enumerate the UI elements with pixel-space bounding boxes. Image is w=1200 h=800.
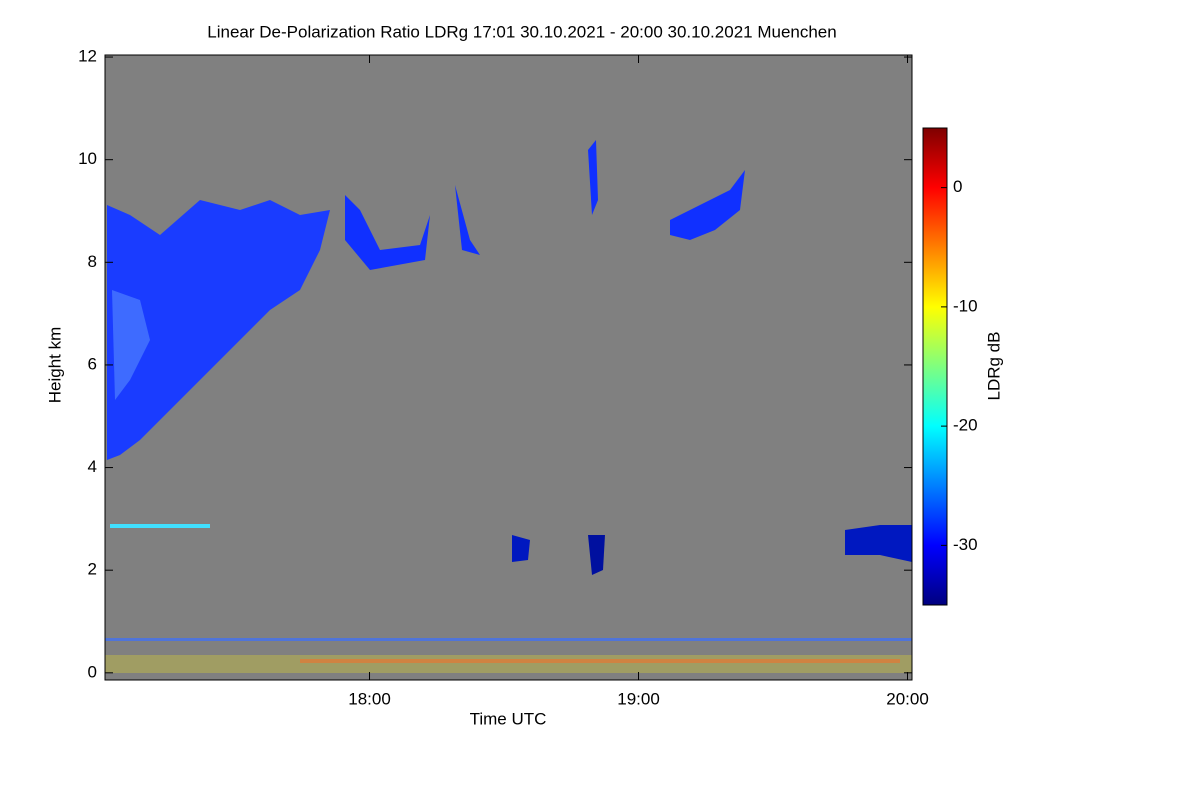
- x-axis-label: Time UTC: [470, 709, 547, 728]
- plot-background: [105, 55, 912, 680]
- cirrus-cloud: [588, 140, 598, 215]
- low-cloud: [512, 535, 530, 562]
- x-tick-label: 18:00: [348, 689, 391, 708]
- colorbar-label: LDRg dB: [984, 332, 1003, 401]
- y-tick-label: 10: [78, 149, 97, 168]
- colorbar-tick-label: -30: [953, 535, 978, 554]
- colorbar-tick-label: 0: [953, 177, 962, 196]
- plot-frame: [104, 54, 913, 681]
- y-tick-label: 4: [88, 457, 97, 476]
- low-cloud: [588, 535, 605, 575]
- y-tick-label: 2: [88, 560, 97, 579]
- cirrus-core: [112, 290, 150, 400]
- y-tick-label: 6: [88, 354, 97, 373]
- aerosol-layer: [110, 524, 210, 528]
- cirrus-cloud: [455, 185, 480, 255]
- y-axis-label: Height km: [45, 327, 64, 404]
- aerosol-layer: [105, 638, 912, 641]
- low-cloud: [845, 525, 912, 562]
- y-tick-label: 12: [78, 47, 97, 66]
- x-tick-label: 19:00: [617, 689, 660, 708]
- boundary-layer-noise: [300, 659, 900, 663]
- chart-title: Linear De-Polarization Ratio LDRg 17:01 …: [207, 22, 836, 41]
- boundary-layer-noise: [105, 655, 912, 673]
- cloud-regions: [105, 140, 912, 673]
- x-tick-label: 20:00: [886, 689, 929, 708]
- cirrus-cloud: [670, 170, 745, 240]
- cirrus-cloud: [345, 195, 430, 270]
- colorbar-tick-label: -10: [953, 296, 978, 315]
- y-tick-label: 0: [88, 662, 97, 681]
- colorbar: [922, 127, 948, 606]
- y-tick-label: 8: [88, 252, 97, 271]
- colorbar-tick-label: -20: [953, 416, 978, 435]
- cirrus-cloud: [107, 200, 330, 460]
